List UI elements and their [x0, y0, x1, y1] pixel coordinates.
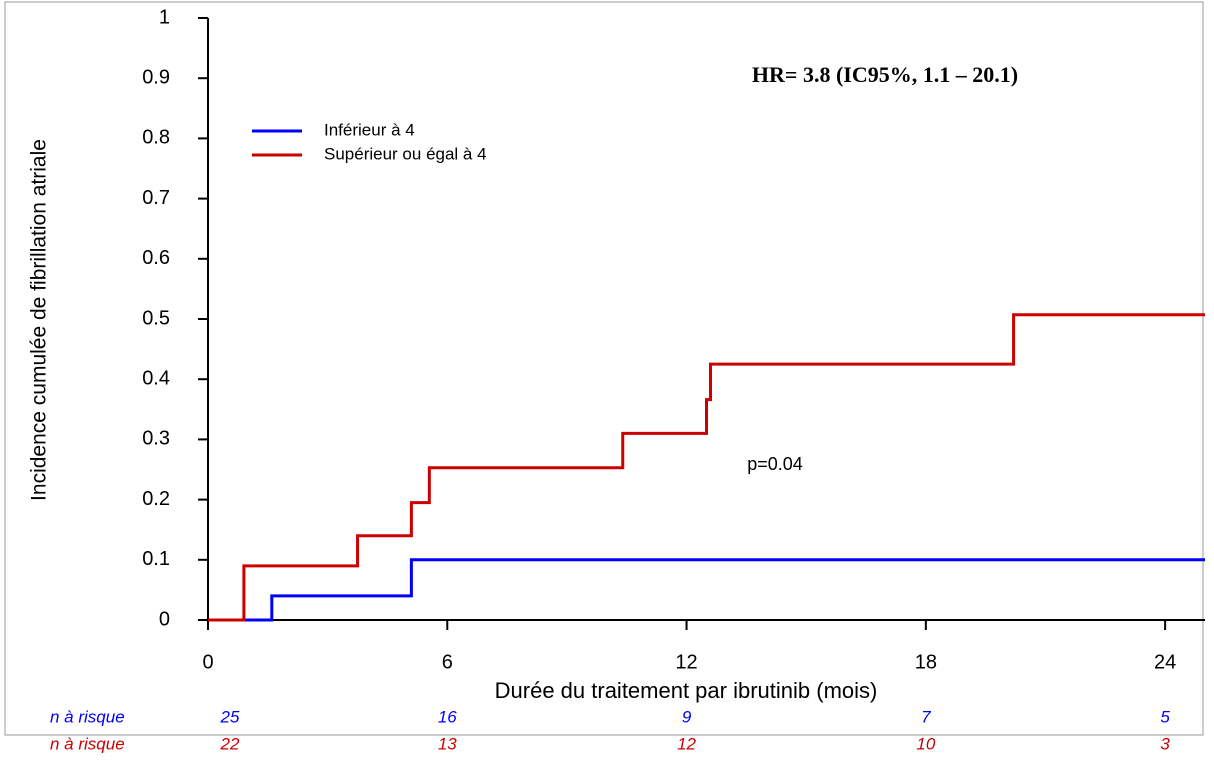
y-tick-label: 0.6	[142, 247, 170, 269]
y-tick-label: 0.9	[142, 66, 170, 88]
risk-label: n à risque	[50, 734, 125, 753]
x-tick-label: 0	[202, 651, 213, 673]
x-tick-label: 12	[675, 651, 697, 673]
frame	[4, 1, 1204, 736]
risk-value: 25	[220, 707, 240, 726]
y-tick-label: 0.4	[142, 367, 170, 389]
risk-value: 10	[916, 734, 935, 753]
x-tick-label: 24	[1154, 651, 1176, 673]
risk-value: 7	[921, 707, 931, 726]
p-annotation: p=0.04	[747, 454, 803, 474]
y-tick-label: 0.7	[142, 187, 170, 209]
x-axis-label: Durée du traitement par ibrutinib (mois)	[495, 678, 878, 703]
y-tick-label: 0.5	[142, 307, 170, 329]
y-tick-label: 0.1	[142, 548, 170, 570]
risk-value: 13	[438, 734, 457, 753]
x-tick-label: 6	[442, 651, 453, 673]
risk-label: n à risque	[50, 707, 125, 726]
y-tick-label: 0.8	[142, 127, 170, 149]
hr-annotation: HR= 3.8 (IC95%, 1.1 – 20.1)	[752, 62, 1018, 87]
risk-value: 22	[220, 734, 240, 753]
km-curve	[208, 558, 1205, 622]
x-tick-label: 18	[915, 651, 937, 673]
legend-label: Inférieur à 4	[324, 120, 415, 139]
y-tick-label: 1	[159, 6, 170, 28]
km-curve	[208, 313, 1205, 622]
legend-label: Supérieur ou égal à 4	[324, 144, 487, 163]
risk-value: 3	[1160, 734, 1170, 753]
risk-value: 12	[677, 734, 696, 753]
y-axis-label: Incidence cumulée de fibrillation atrial…	[28, 139, 51, 501]
y-tick-label: 0	[159, 608, 170, 630]
y-tick-label: 0.2	[142, 488, 170, 510]
risk-value: 5	[1160, 707, 1170, 726]
risk-value: 16	[438, 707, 457, 726]
y-tick-label: 0.3	[142, 428, 170, 450]
risk-value: 9	[682, 707, 692, 726]
